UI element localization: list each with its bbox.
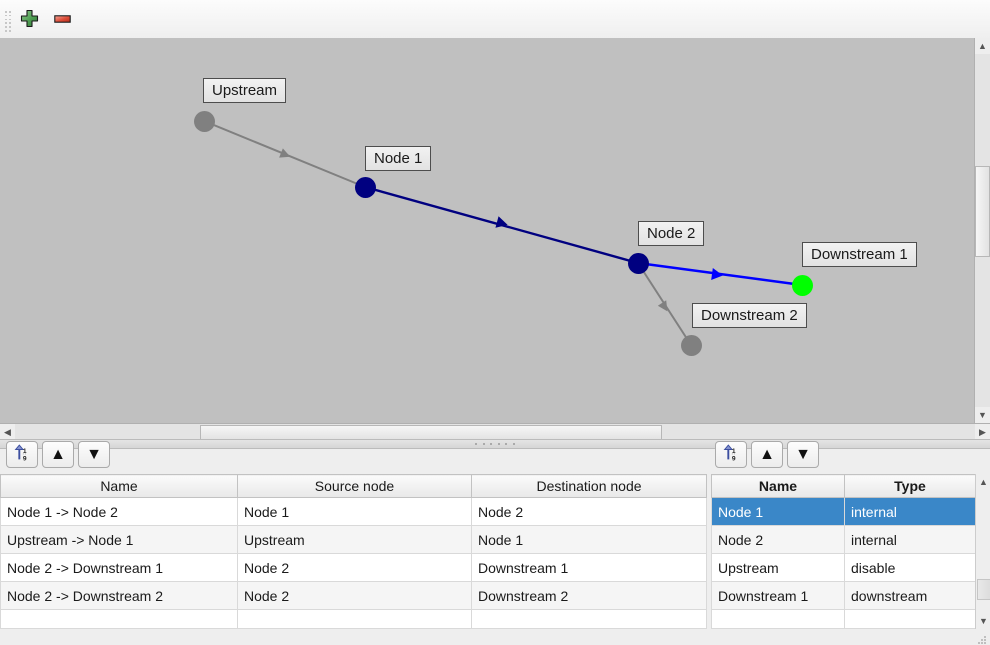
svg-text:9: 9 [22,455,26,461]
svg-text:9: 9 [731,455,735,461]
